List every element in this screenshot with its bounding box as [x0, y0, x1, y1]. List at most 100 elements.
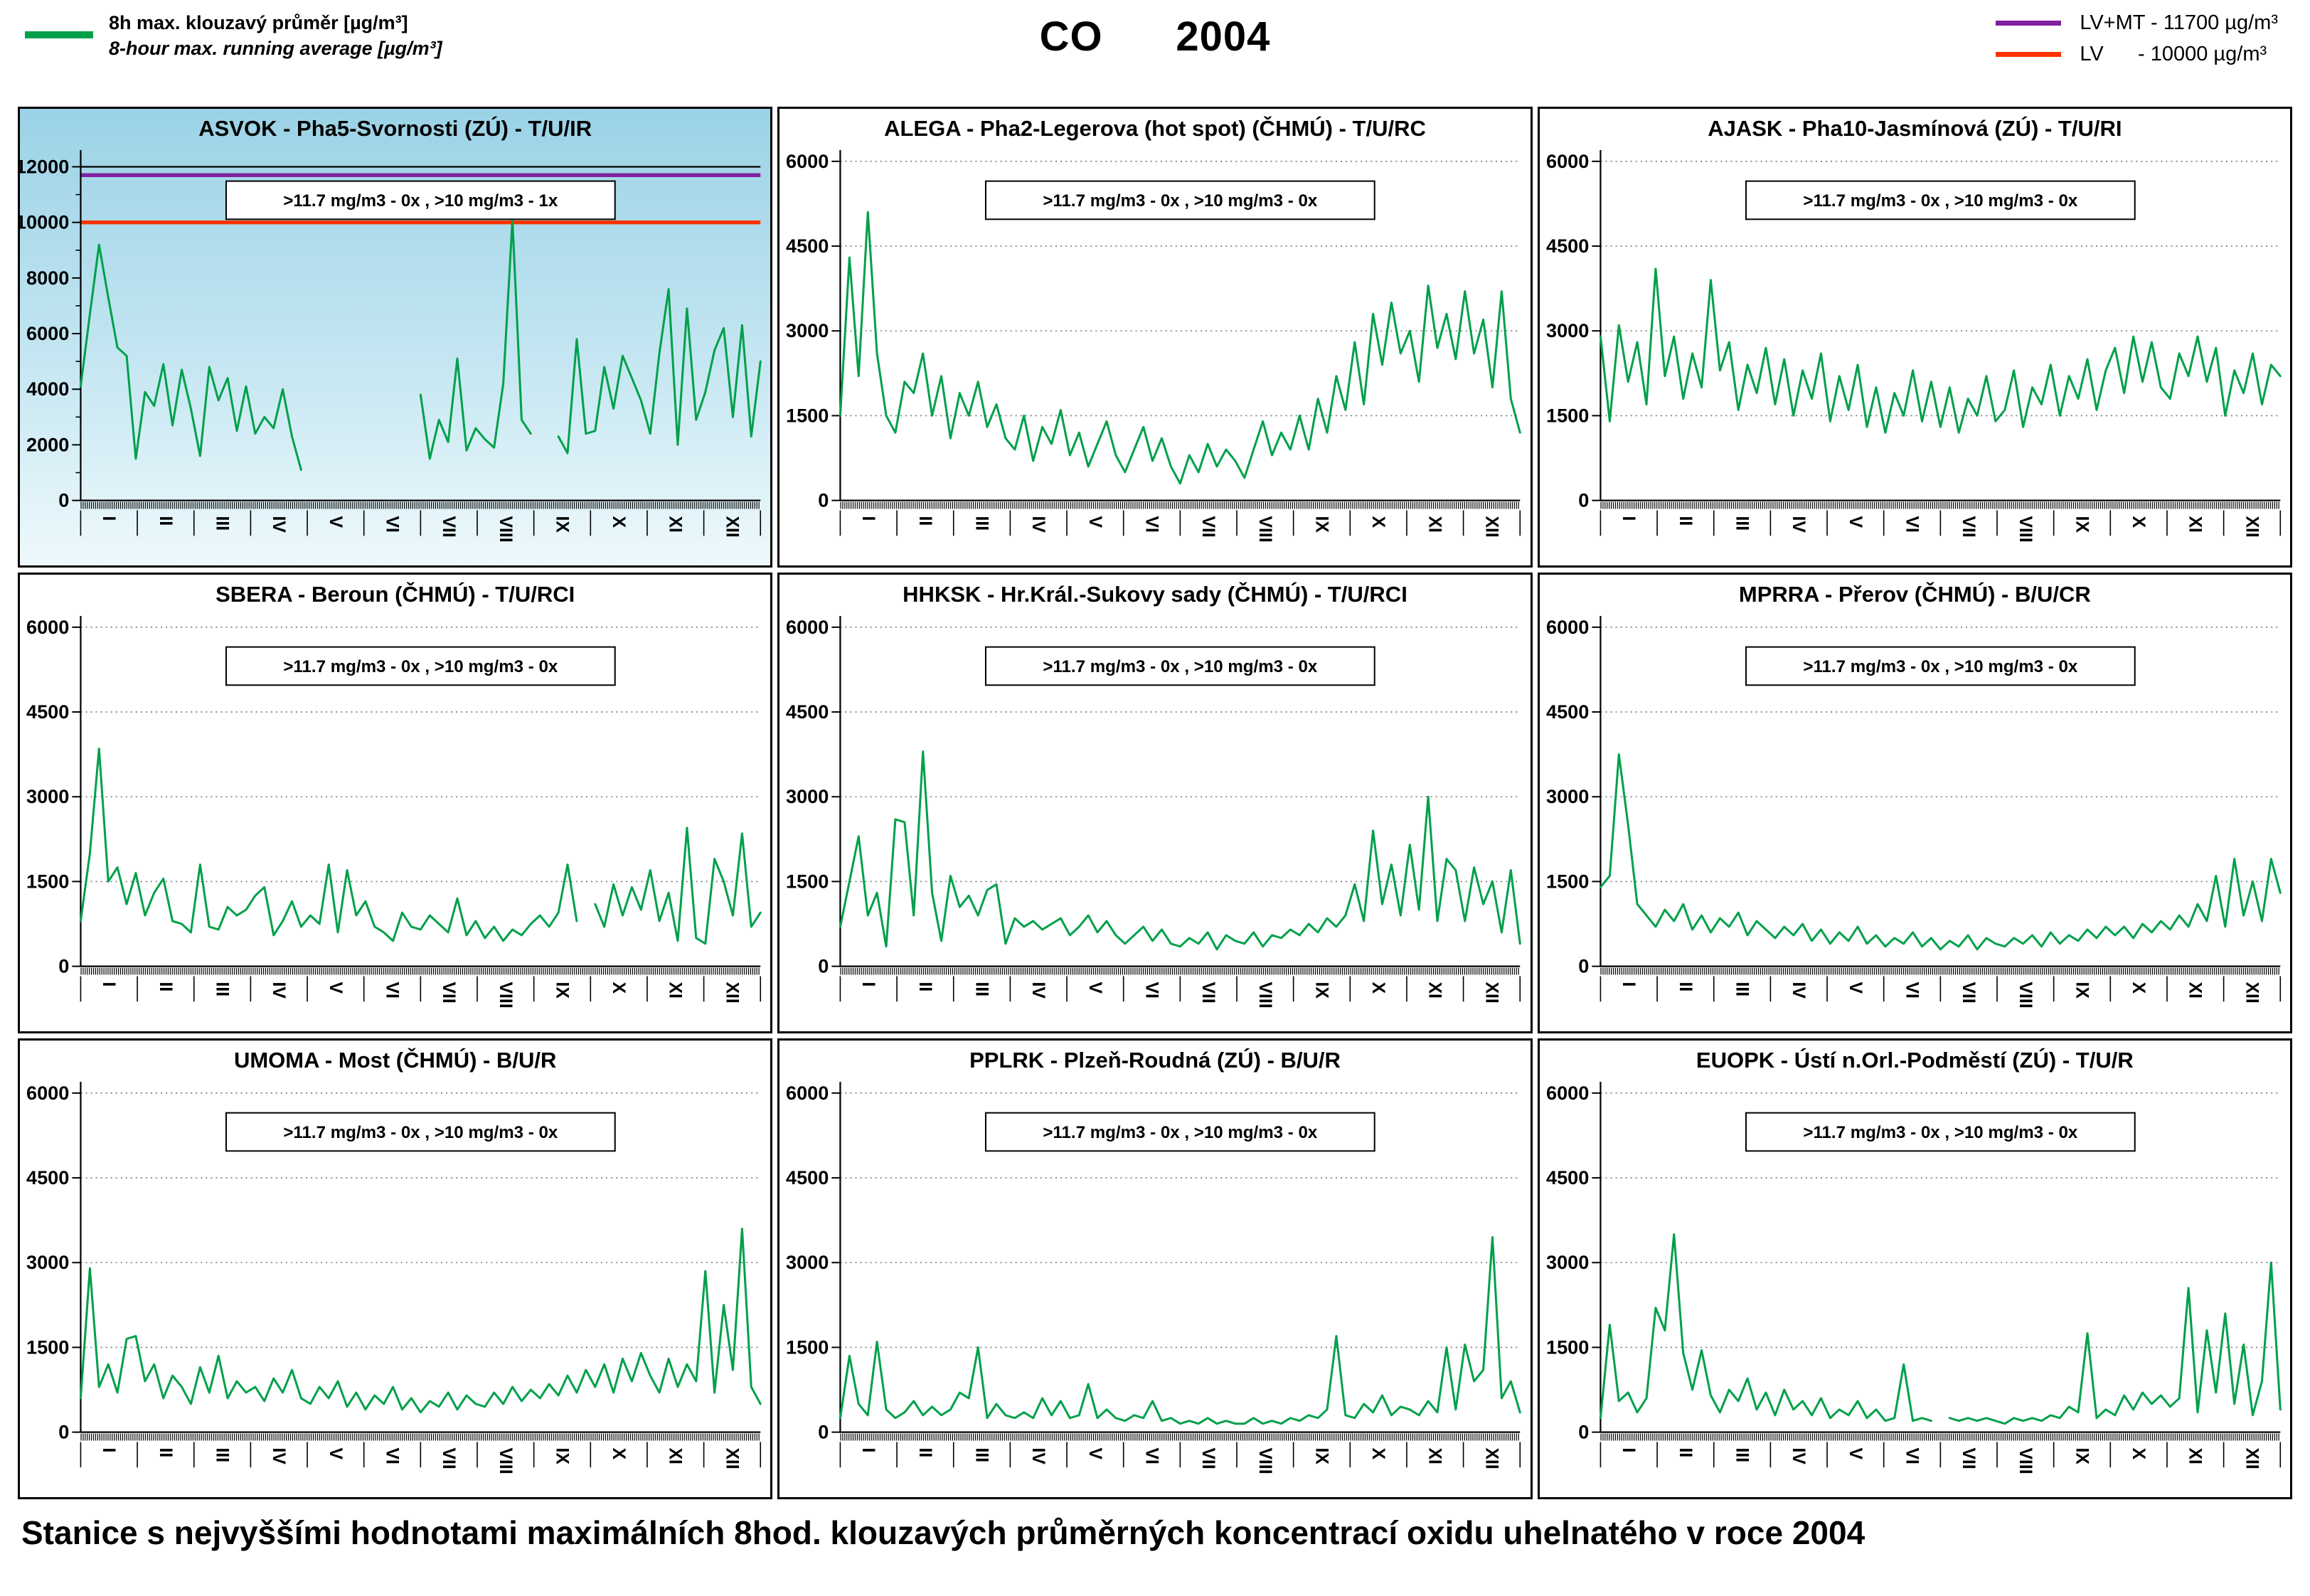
series-line: [839, 1235, 1522, 1425]
svg-text:XII: XII: [2242, 516, 2262, 537]
chart-panel-4: HHKSK - Hr.Král.-Sukovy sady (ČHMÚ) - T/…: [777, 573, 1533, 1033]
chart-panel-2: AJASK - Pha10-Jasmínová (ZÚ) - T/U/RI 0 15…: [1537, 107, 2292, 568]
series-line: [839, 750, 1522, 951]
svg-text:III: III: [972, 516, 992, 531]
svg-text:XI: XI: [1425, 1447, 1445, 1464]
svg-text:1500: 1500: [786, 405, 829, 427]
svg-text:6000: 6000: [1546, 1082, 1589, 1104]
svg-text:XII: XII: [1482, 516, 1502, 537]
svg-text:I: I: [859, 1447, 879, 1452]
svg-text:VI: VI: [382, 981, 402, 998]
chart-title: UMOMA - Most (ČHMÚ) - B/U/R: [233, 1048, 557, 1073]
svg-text:I: I: [1619, 1447, 1639, 1452]
svg-text:VIII: VIII: [1255, 516, 1275, 542]
gridlines: [1600, 161, 2280, 417]
svg-text:VII: VII: [439, 516, 459, 537]
svg-text:>11.7 mg/m3 - 0x , >10 mg/m3: >11.7 mg/m3 - 0x , >10 mg/m3 - 1x: [283, 191, 558, 211]
svg-text:VI: VI: [382, 1447, 402, 1464]
svg-text:I: I: [859, 981, 879, 986]
svg-text:XI: XI: [2185, 1447, 2205, 1464]
gridlines: [1600, 1092, 2280, 1348]
y-axis: 0 1500 3000 4500 6000: [786, 149, 841, 511]
annotation-box: >11.7 mg/m3 - 0x , >10 mg/m3 - 0x: [1745, 1112, 2136, 1152]
lvmt-line-swatch: [1996, 20, 2062, 26]
svg-text:XI: XI: [1425, 981, 1445, 998]
svg-text:IX: IX: [552, 516, 572, 533]
svg-text:IX: IX: [552, 981, 572, 999]
svg-text:III: III: [972, 981, 992, 996]
month-labels: I II III IV V VI VII VIII IX X XI XII: [859, 1447, 1502, 1474]
svg-text:XI: XI: [1425, 516, 1445, 532]
y-axis: 0 1500 3000 4500 6000: [26, 615, 82, 977]
svg-text:III: III: [972, 1447, 992, 1462]
svg-text:IX: IX: [2072, 516, 2092, 533]
svg-text:X: X: [609, 516, 629, 528]
lv-line-swatch: [1996, 51, 2062, 57]
svg-text:3000: 3000: [1546, 320, 1589, 341]
chart-title: HHKSK - Hr.Král.-Sukovy sady (ČHMÚ) - T/…: [903, 582, 1407, 607]
legend-left-line2: 8-hour max. running average [µg/m³]: [109, 38, 442, 59]
svg-text:IV: IV: [1028, 981, 1048, 999]
svg-text:>11.7 mg/m3 - 0x , >10 mg/m3: >11.7 mg/m3 - 0x , >10 mg/m3 - 0x: [283, 657, 558, 676]
svg-text:4500: 4500: [26, 1167, 69, 1188]
series-line: [1599, 267, 2282, 434]
svg-text:>11.7 mg/m3 - 0x , >10 mg/m3: >11.7 mg/m3 - 0x , >10 mg/m3 - 0x: [1803, 657, 2078, 676]
svg-text:I: I: [99, 1447, 119, 1452]
y-axis: 0 1500 3000 4500 6000: [786, 615, 841, 977]
x-axis: [80, 499, 762, 536]
svg-text:0: 0: [1578, 1422, 1589, 1443]
svg-text:VIII: VIII: [496, 981, 516, 1008]
svg-text:III: III: [1732, 1447, 1752, 1462]
chart-title: EUOPK - Ústí n.Orl.-Podměstí (ZÚ) - T/U/…: [1696, 1048, 2134, 1073]
chart-title: SBERA - Beroun (ČHMÚ) - T/U/RCI: [215, 582, 575, 607]
svg-text:VII: VII: [1198, 981, 1218, 1003]
svg-text:VII: VII: [1959, 1447, 1979, 1469]
svg-text:IV: IV: [269, 981, 289, 999]
annotation-box: >11.7 mg/m3 - 0x , >10 mg/m3 - 0x: [985, 1112, 1376, 1152]
svg-text:VI: VI: [1142, 1447, 1162, 1464]
svg-text:VIII: VIII: [2015, 1447, 2035, 1474]
figure-caption: Stanice s nejvyššími hodnotami maximální…: [21, 1514, 1865, 1551]
svg-text:XI: XI: [666, 516, 686, 532]
svg-text:X: X: [2129, 516, 2149, 528]
svg-text:X: X: [609, 981, 629, 994]
svg-text:X: X: [1368, 516, 1388, 528]
svg-text:XI: XI: [2185, 516, 2205, 532]
chart-panel-3: SBERA - Beroun (ČHMÚ) - T/U/RCI 0 1500 3000…: [18, 573, 773, 1033]
svg-text:6000: 6000: [1546, 151, 1589, 172]
svg-text:XII: XII: [722, 981, 742, 1003]
svg-text:VIII: VIII: [1255, 1447, 1275, 1474]
svg-text:XII: XII: [1482, 981, 1502, 1003]
legend-right-row-lv: LV - 10000 µg/m³: [1996, 38, 2278, 70]
svg-text:>11.7 mg/m3 - 0x , >10 mg/m3: >11.7 mg/m3 - 0x , >10 mg/m3 - 0x: [283, 1123, 558, 1142]
legend-left-line1: 8h max. klouzavý průměr [µg/m³]: [109, 12, 408, 33]
month-labels: I II III IV V VI VII VIII IX X XI XII: [859, 981, 1502, 1008]
chart-panel-7: PPLRK - Plzeň-Roudná (ZÚ) - B/U/R 0 1500 30…: [777, 1038, 1533, 1499]
svg-text:1500: 1500: [786, 871, 829, 893]
month-labels: I II III IV V VI VII VIII IX X XI XII: [859, 516, 1502, 542]
annotation-box: >11.7 mg/m3 - 0x , >10 mg/m3 - 0x: [1745, 646, 2136, 686]
x-axis: [839, 1431, 1521, 1468]
series-line: [79, 1228, 762, 1414]
chart-panel-0: ASVOK - Pha5-Svornosti (ZÚ) - T/U/IR 0 200…: [18, 107, 773, 568]
svg-text:4500: 4500: [1546, 1167, 1589, 1188]
svg-text:1500: 1500: [1546, 1337, 1589, 1358]
svg-text:3000: 3000: [1546, 786, 1589, 807]
chart-title: ALEGA - Pha2-Legerova (hot spot) (ČHMÚ) …: [884, 116, 1426, 141]
svg-text:XII: XII: [1482, 1447, 1502, 1469]
svg-text:IX: IX: [1312, 981, 1332, 999]
svg-text:VIII: VIII: [1255, 981, 1275, 1008]
svg-text:VII: VII: [439, 1447, 459, 1469]
svg-text:4500: 4500: [786, 701, 829, 723]
svg-text:6000: 6000: [26, 1082, 69, 1104]
svg-text:V: V: [1085, 516, 1105, 528]
svg-text:II: II: [156, 1447, 176, 1457]
svg-text:1500: 1500: [1546, 871, 1589, 893]
svg-text:V: V: [1845, 516, 1865, 528]
svg-text:X: X: [2129, 1447, 2149, 1459]
gridlines: [1600, 627, 2280, 883]
